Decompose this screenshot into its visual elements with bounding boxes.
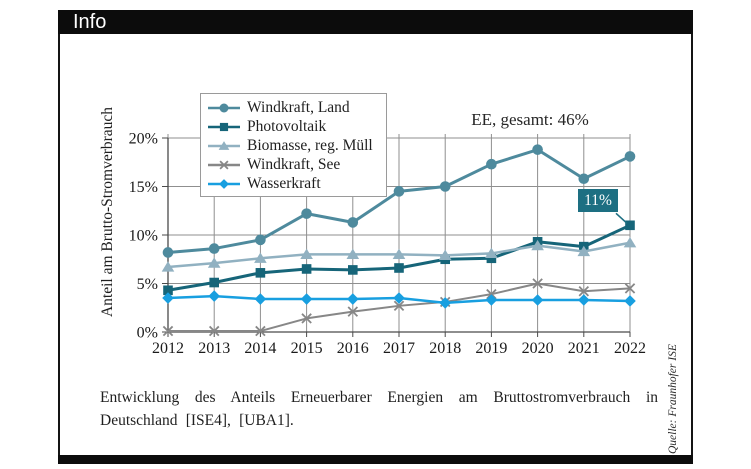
circle-marker-icon [208,103,240,113]
legend-item-wasserkraft: Wasserkraft [208,174,380,193]
legend-label: Wasserkraft [247,174,321,192]
legend-item-windkraft-see: Windkraft, See [208,155,380,174]
triangle-marker-icon [208,141,240,150]
legend-label: Photovoltaik [247,118,327,136]
x-marker-icon [208,160,240,170]
info-title: Info [73,11,107,33]
figure-caption: Entwicklung des Anteils Erneuerbarer Ene… [100,389,658,430]
legend-item-biomasse-reg-m-ll: Biomasse, reg. Müll [208,137,380,156]
diamond-marker-icon [208,178,240,189]
chart-legend: Windkraft, Land Photovoltaik Biomasse, reg… [200,93,387,197]
legend-label: Windkraft, See [247,155,341,173]
square-marker-icon [208,123,240,132]
legend-label: Windkraft, Land [247,99,350,117]
y-axis-label: Anteil am Brutto-Stromverbrauch [99,106,116,318]
bottom-rule [58,455,693,464]
legend-item-windkraft-land: Windkraft, Land [208,99,380,118]
data-label-11pct: 11% [578,189,618,213]
legend-item-photovoltaik: Photovoltaik [208,118,380,137]
info-title-bar: Info [58,10,693,34]
chart-annotation-total: EE, gesamt: 46% [471,110,589,129]
legend-label: Biomasse, reg. Müll [247,136,373,154]
source-note: Quelle: Fraunhofer ISE [667,344,679,454]
